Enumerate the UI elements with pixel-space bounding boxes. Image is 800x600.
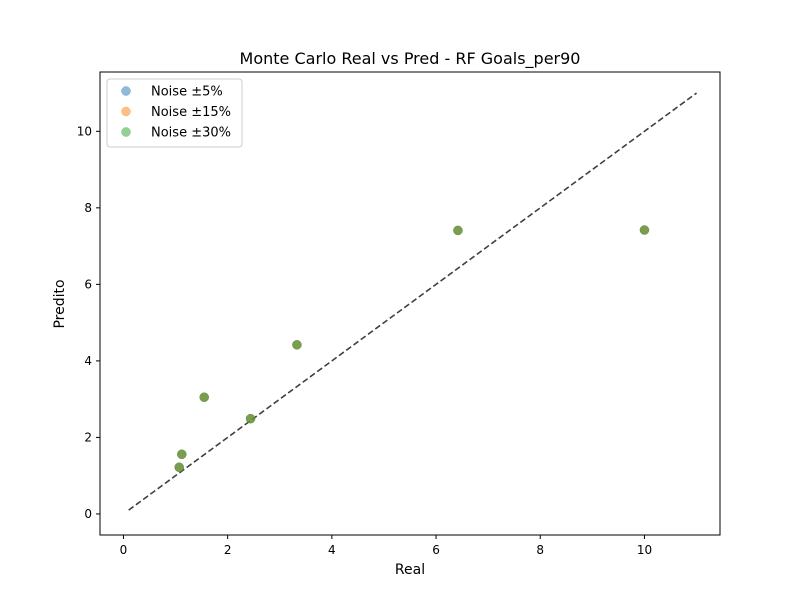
legend-label-1: Noise ±15%: [151, 105, 231, 120]
y-axis: 0 2 4 6 8 10: [77, 124, 100, 521]
plot-area-frame: [99, 71, 721, 536]
y-tick-label: 2: [84, 430, 92, 444]
legend-marker-1: [121, 106, 131, 117]
y-tick-label: 4: [84, 354, 92, 368]
x-tick-label: 2: [224, 543, 232, 557]
y-tick-label: 6: [84, 277, 92, 291]
x-axis: 0 2 4 6 8 10: [120, 535, 652, 557]
data-point-series-2-3: [245, 413, 256, 424]
plot-content: [128, 92, 698, 511]
x-axis-label: Real: [395, 562, 425, 578]
x-tick-label: 6: [432, 543, 440, 557]
legend-marker-2: [121, 127, 131, 137]
legend-label-0: Noise ±5%: [151, 85, 223, 100]
y-tick-label: 8: [84, 201, 92, 215]
legend-label-2: Noise ±30%: [151, 126, 231, 141]
data-point-series-2-0: [174, 462, 184, 473]
x-tick-label: 0: [120, 543, 128, 557]
legend-frame: [106, 78, 243, 148]
y-tick-label: 0: [84, 507, 92, 521]
data-point-series-2-5: [453, 225, 463, 236]
y-axis-label: Predito: [52, 279, 68, 328]
data-point-series-2-1: [177, 449, 187, 460]
data-point-series-2-4: [292, 340, 302, 350]
chart-title: Monte Carlo Real vs Pred - RF Goals_per9…: [240, 49, 581, 69]
x-tick-label: 10: [637, 543, 652, 557]
y-tick-label: 10: [77, 124, 92, 138]
x-tick-label: 4: [328, 543, 336, 557]
legend-marker-0: [121, 86, 131, 96]
x-tick-label: 8: [536, 543, 544, 557]
data-point-series-2-6: [639, 225, 650, 235]
data-point-series-2-2: [199, 392, 209, 402]
reference-line: [128, 92, 698, 511]
legend: Noise ±5% Noise ±15% Noise ±30%: [106, 78, 243, 148]
